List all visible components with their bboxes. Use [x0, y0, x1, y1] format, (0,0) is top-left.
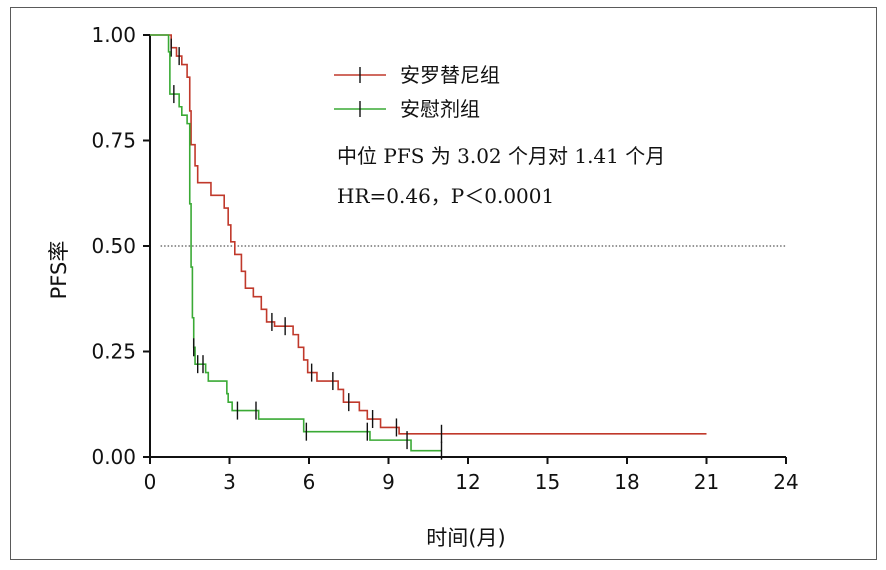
x-tick-label: 0 [144, 470, 157, 494]
x-tick-label: 6 [303, 470, 316, 494]
chart-frame [10, 7, 877, 560]
x-tick-label: 21 [694, 470, 719, 494]
annotation-median-pfs: 中位 PFS 为 3.02 个月对 1.41 个月 [337, 144, 665, 168]
y-axis-title: PFS率 [47, 241, 71, 300]
legend: 安罗替尼组 安慰剂组 [334, 63, 500, 121]
x-tick-label: 9 [382, 470, 395, 494]
y-tick-label: 1.00 [91, 23, 136, 47]
survival-curve-placebo [150, 34, 442, 452]
y-tick-label: 0.00 [91, 445, 136, 469]
y-tick-label: 0.25 [91, 340, 136, 364]
x-axis-title: 时间(月) [426, 526, 505, 550]
x-tick-label: 12 [455, 470, 480, 494]
axes: 0 3 6 9 12 15 18 21 24 0.00 0.25 0.50 0.75 1.00 [91, 23, 798, 494]
annotation-hazard-ratio: HR=0.46，P＜0.0001 [337, 184, 554, 208]
x-tick-label: 24 [773, 470, 798, 494]
y-tick-label: 0.50 [91, 234, 136, 258]
x-tick-label: 18 [614, 470, 639, 494]
survival-curve-anluotinib [150, 34, 707, 435]
legend-label-anluotinib: 安罗替尼组 [400, 63, 500, 87]
survival-curves [150, 34, 707, 460]
x-tick-label: 15 [535, 470, 560, 494]
y-tick-label: 0.75 [91, 129, 136, 153]
x-tick-label: 3 [223, 470, 236, 494]
legend-label-placebo: 安慰剂组 [400, 97, 480, 121]
